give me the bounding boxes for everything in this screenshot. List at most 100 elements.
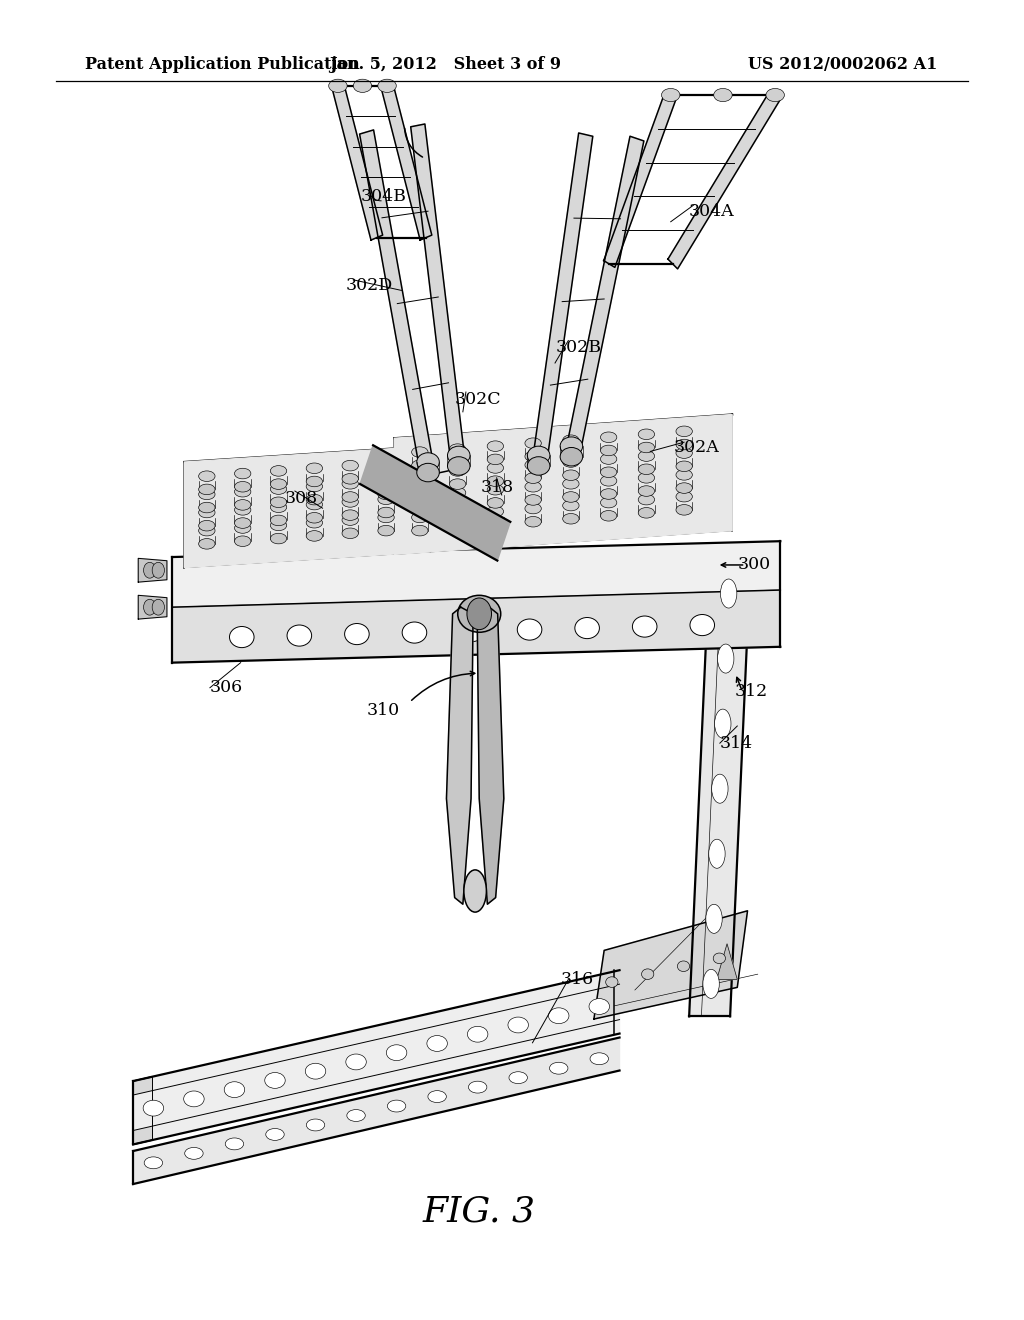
- Ellipse shape: [450, 487, 466, 498]
- Polygon shape: [172, 541, 780, 607]
- Ellipse shape: [234, 523, 251, 533]
- Ellipse shape: [412, 469, 428, 479]
- Ellipse shape: [306, 517, 323, 528]
- Ellipse shape: [487, 463, 504, 474]
- Ellipse shape: [525, 482, 542, 492]
- Ellipse shape: [199, 520, 215, 531]
- Ellipse shape: [605, 977, 617, 987]
- Ellipse shape: [412, 491, 428, 502]
- Ellipse shape: [378, 512, 394, 523]
- Ellipse shape: [600, 467, 616, 478]
- Ellipse shape: [428, 1090, 446, 1102]
- Polygon shape: [717, 944, 737, 979]
- Ellipse shape: [706, 904, 722, 933]
- Ellipse shape: [342, 496, 358, 507]
- Ellipse shape: [458, 595, 501, 632]
- Ellipse shape: [487, 507, 504, 517]
- Ellipse shape: [342, 491, 358, 502]
- Ellipse shape: [487, 498, 504, 508]
- Ellipse shape: [702, 969, 719, 998]
- Ellipse shape: [342, 479, 358, 488]
- Ellipse shape: [345, 623, 370, 644]
- Ellipse shape: [234, 500, 251, 510]
- Ellipse shape: [353, 79, 372, 92]
- Ellipse shape: [676, 491, 692, 502]
- Ellipse shape: [525, 438, 542, 449]
- Ellipse shape: [563, 500, 580, 511]
- Ellipse shape: [342, 461, 358, 471]
- Ellipse shape: [600, 475, 616, 486]
- Text: US 2012/0002062 A1: US 2012/0002062 A1: [748, 55, 937, 73]
- Ellipse shape: [305, 1064, 326, 1080]
- Ellipse shape: [638, 429, 654, 440]
- Ellipse shape: [199, 488, 215, 499]
- Ellipse shape: [600, 511, 616, 521]
- Ellipse shape: [600, 488, 616, 499]
- Ellipse shape: [450, 466, 466, 477]
- Polygon shape: [668, 90, 780, 269]
- Ellipse shape: [270, 520, 287, 531]
- Ellipse shape: [563, 447, 580, 458]
- Polygon shape: [477, 607, 504, 904]
- Ellipse shape: [676, 504, 692, 515]
- Text: 310: 310: [367, 702, 399, 718]
- Ellipse shape: [574, 618, 599, 639]
- Ellipse shape: [590, 1053, 608, 1065]
- Ellipse shape: [306, 499, 323, 510]
- Polygon shape: [594, 911, 748, 1019]
- Ellipse shape: [487, 484, 504, 495]
- Ellipse shape: [229, 627, 254, 648]
- Ellipse shape: [549, 1008, 569, 1024]
- Text: 302B: 302B: [556, 339, 602, 355]
- Ellipse shape: [550, 1063, 568, 1074]
- Text: 304B: 304B: [360, 189, 407, 205]
- Ellipse shape: [342, 515, 358, 525]
- Ellipse shape: [467, 1027, 487, 1043]
- Circle shape: [467, 598, 492, 630]
- Ellipse shape: [270, 533, 287, 544]
- Ellipse shape: [468, 1081, 486, 1093]
- Ellipse shape: [447, 446, 470, 465]
- Ellipse shape: [525, 451, 542, 462]
- Ellipse shape: [287, 624, 311, 645]
- Ellipse shape: [266, 1129, 285, 1140]
- Ellipse shape: [144, 1156, 163, 1168]
- Text: Patent Application Publication: Patent Application Publication: [85, 55, 359, 73]
- Ellipse shape: [412, 446, 428, 458]
- Polygon shape: [411, 124, 466, 470]
- Ellipse shape: [270, 496, 287, 507]
- Ellipse shape: [234, 469, 251, 479]
- Ellipse shape: [412, 525, 428, 536]
- Ellipse shape: [306, 1119, 325, 1131]
- Ellipse shape: [721, 579, 737, 609]
- Ellipse shape: [589, 998, 609, 1014]
- Ellipse shape: [199, 502, 215, 512]
- Ellipse shape: [412, 482, 428, 492]
- Ellipse shape: [387, 1100, 406, 1111]
- Ellipse shape: [563, 457, 580, 467]
- Ellipse shape: [143, 1101, 164, 1115]
- Ellipse shape: [678, 961, 690, 972]
- Ellipse shape: [525, 495, 542, 506]
- Text: 316: 316: [560, 972, 593, 987]
- Polygon shape: [133, 970, 620, 1144]
- Ellipse shape: [346, 1053, 367, 1069]
- Ellipse shape: [417, 463, 439, 482]
- Ellipse shape: [676, 447, 692, 458]
- Ellipse shape: [713, 953, 725, 964]
- Ellipse shape: [347, 1110, 366, 1122]
- Polygon shape: [359, 129, 435, 478]
- Polygon shape: [381, 83, 432, 240]
- Ellipse shape: [638, 451, 654, 462]
- Ellipse shape: [306, 512, 323, 523]
- Ellipse shape: [378, 79, 396, 92]
- Ellipse shape: [378, 471, 394, 482]
- Ellipse shape: [766, 88, 784, 102]
- Ellipse shape: [563, 513, 580, 524]
- Ellipse shape: [460, 620, 484, 642]
- Text: 302D: 302D: [346, 277, 393, 293]
- Ellipse shape: [690, 615, 715, 636]
- Ellipse shape: [234, 504, 251, 515]
- Ellipse shape: [600, 454, 616, 465]
- Polygon shape: [138, 595, 167, 619]
